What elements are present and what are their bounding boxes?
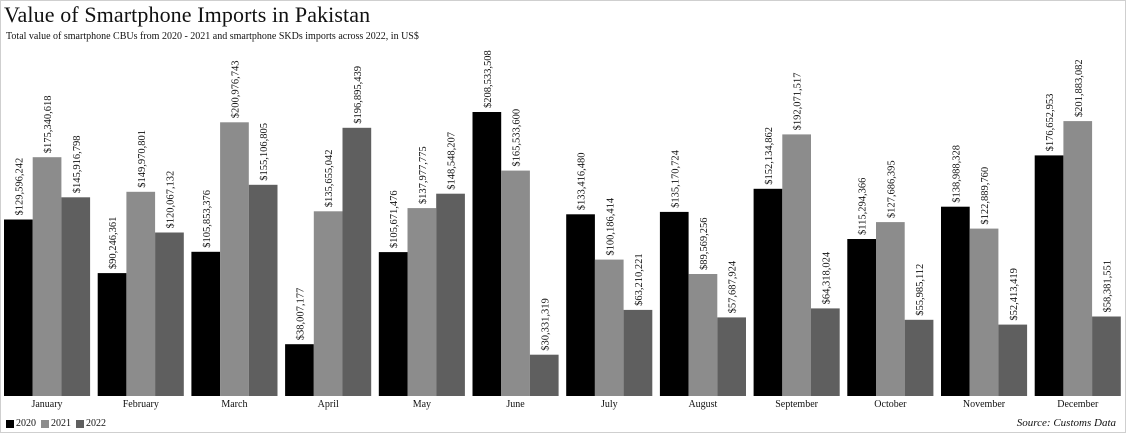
bar-november-2021	[969, 228, 999, 396]
bar-august-2021	[688, 274, 718, 396]
data-label-september-2022: $64,318,024	[821, 251, 832, 304]
category-label-february: February	[123, 399, 159, 410]
data-label-november-2020: $138,988,328	[951, 145, 962, 203]
data-label-november-2021: $122,889,760	[980, 167, 991, 225]
bar-january-2020	[4, 219, 33, 396]
bar-october-2022	[904, 319, 934, 396]
category-label-january: January	[31, 399, 62, 410]
bar-february-2022	[155, 232, 184, 396]
data-label-march-2022: $155,106,805	[259, 123, 270, 181]
category-label-december: December	[1057, 399, 1099, 410]
category-label-march: March	[221, 399, 247, 410]
bar-may-2020	[378, 252, 408, 396]
bar-june-2022	[529, 354, 559, 396]
data-label-may-2021: $137,977,775	[418, 146, 429, 204]
bar-april-2021	[313, 211, 343, 396]
bar-october-2021	[876, 222, 905, 396]
data-label-may-2020: $105,671,476	[389, 190, 400, 248]
bar-april-2022	[342, 127, 372, 397]
legend-label-2020: 2020	[16, 418, 36, 429]
bar-august-2020	[659, 211, 689, 396]
bar-december-2021	[1063, 121, 1093, 396]
data-label-october-2022: $55,985,112	[915, 264, 926, 316]
bar-january-2022	[61, 197, 91, 396]
legend-swatch-2020	[6, 419, 14, 428]
bar-july-2022	[623, 309, 653, 396]
data-label-january-2021: $175,340,618	[43, 95, 54, 153]
category-label-april: April	[318, 399, 339, 410]
data-label-september-2021: $192,071,517	[793, 73, 804, 131]
data-label-march-2021: $200,976,743	[230, 61, 241, 119]
data-label-october-2020: $115,294,366	[858, 178, 869, 235]
bar-february-2021	[126, 191, 156, 396]
bar-september-2021	[782, 134, 811, 396]
data-label-august-2022: $57,687,924	[728, 260, 739, 313]
legend-label-2021: 2021	[51, 418, 71, 429]
category-label-july: July	[601, 399, 618, 410]
data-label-april-2021: $135,655,042	[324, 150, 335, 208]
data-label-november-2022: $52,413,419	[1009, 268, 1020, 321]
bar-july-2021	[594, 259, 624, 396]
bar-september-2022	[811, 308, 840, 396]
bar-april-2020	[285, 344, 314, 396]
data-label-september-2020: $152,134,862	[764, 127, 775, 185]
data-label-march-2020: $105,853,376	[202, 190, 213, 248]
bar-march-2022	[248, 184, 278, 396]
legend-swatch-2021	[41, 419, 49, 428]
bar-december-2022	[1092, 316, 1121, 396]
source-note: Source: Customs Data	[1016, 417, 1116, 429]
legend-item-2022: 2022	[76, 418, 106, 429]
data-label-october-2021: $127,686,395	[886, 160, 897, 218]
category-label-october: October	[874, 399, 907, 410]
data-label-december-2022: $58,381,551	[1103, 260, 1114, 313]
data-label-april-2022: $196,895,439	[353, 66, 364, 124]
bar-august-2022	[717, 317, 746, 396]
category-label-june: June	[506, 399, 525, 410]
chart-subtitle: Total value of smartphone CBUs from 2020…	[6, 31, 419, 42]
data-label-august-2020: $135,170,724	[670, 149, 681, 208]
bar-march-2020	[191, 251, 221, 396]
bar-june-2020	[472, 112, 502, 396]
legend-item-2021: 2021	[41, 418, 71, 429]
legend: 2020 2021 2022	[6, 418, 111, 429]
data-label-may-2022: $148,548,207	[447, 132, 458, 190]
bar-may-2021	[407, 208, 437, 396]
bar-september-2020	[753, 188, 783, 396]
data-label-december-2020: $176,652,953	[1045, 94, 1056, 152]
data-label-june-2021: $165,533,600	[512, 109, 523, 167]
bar-february-2020	[97, 273, 127, 396]
bar-january-2021	[32, 157, 62, 396]
category-label-november: November	[963, 399, 1006, 410]
chart-title: Value of Smartphone Imports in Pakistan	[4, 2, 371, 27]
data-label-february-2021: $149,970,801	[137, 130, 148, 188]
data-label-june-2020: $208,533,508	[483, 50, 494, 108]
bar-march-2021	[220, 122, 249, 397]
category-label-may: May	[413, 399, 431, 410]
legend-swatch-2022	[76, 419, 84, 428]
data-label-january-2020: $129,596,242	[14, 158, 25, 216]
bar-may-2022	[436, 193, 465, 396]
data-label-january-2022: $145,916,798	[72, 136, 83, 194]
data-label-december-2021: $201,883,082	[1074, 59, 1085, 117]
legend-item-2020: 2020	[6, 418, 36, 429]
bar-november-2020	[941, 206, 970, 396]
category-label-september: September	[775, 399, 818, 410]
data-label-april-2020: $38,007,177	[296, 288, 307, 341]
data-label-february-2022: $120,067,132	[165, 171, 176, 229]
bar-october-2020	[847, 239, 876, 396]
data-label-june-2022: $30,331,319	[540, 298, 551, 351]
data-label-july-2020: $133,416,480	[577, 153, 588, 211]
bar-december-2020	[1034, 155, 1064, 396]
bar-november-2022	[998, 324, 1028, 396]
bar-june-2021	[501, 170, 530, 396]
bar-july-2020	[566, 214, 595, 396]
data-label-july-2021: $100,186,414	[605, 197, 616, 256]
legend-label-2022: 2022	[86, 418, 106, 429]
data-label-august-2021: $89,569,256	[699, 218, 710, 271]
data-label-july-2022: $63,210,221	[634, 253, 645, 306]
category-label-august: August	[688, 399, 717, 410]
data-label-february-2020: $90,246,361	[108, 217, 119, 270]
